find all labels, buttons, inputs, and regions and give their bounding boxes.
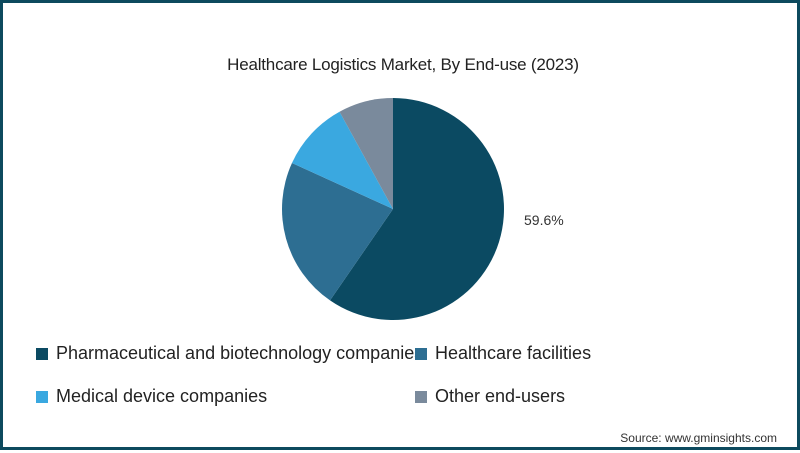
- legend-label: Other end-users: [435, 386, 566, 406]
- legend-item-other: Other end-users: [415, 386, 565, 407]
- pie-slices: [282, 98, 504, 320]
- pie-slice-other: [339, 98, 393, 209]
- legend-label: Medical device companies: [56, 386, 268, 406]
- pie-slice-medical: [291, 111, 393, 209]
- pie-slice-healthcare: [282, 163, 393, 301]
- source-note: Source: www.gminsights.com: [620, 431, 777, 445]
- legend-item-medical: Medical device companies: [36, 386, 267, 407]
- legend-swatch-pharma: [36, 347, 48, 360]
- legend-swatch-other: [415, 390, 427, 403]
- pie-slice-pharma: [330, 98, 504, 320]
- legend-item-healthcare: Healthcare facilities: [415, 343, 591, 364]
- chart-title: Healthcare Logistics Market, By End-use …: [227, 55, 579, 74]
- slice-label-pharma: 59.6%: [524, 212, 564, 228]
- legend-label: Healthcare facilities: [435, 343, 592, 363]
- legend-swatch-medical: [36, 390, 48, 403]
- legend-item-pharma: Pharmaceutical and biotechnology compani…: [36, 343, 423, 364]
- legend-swatch-healthcare: [415, 347, 427, 360]
- pie-chart: [282, 98, 504, 320]
- legend-label: Pharmaceutical and biotechnology compani…: [56, 343, 424, 363]
